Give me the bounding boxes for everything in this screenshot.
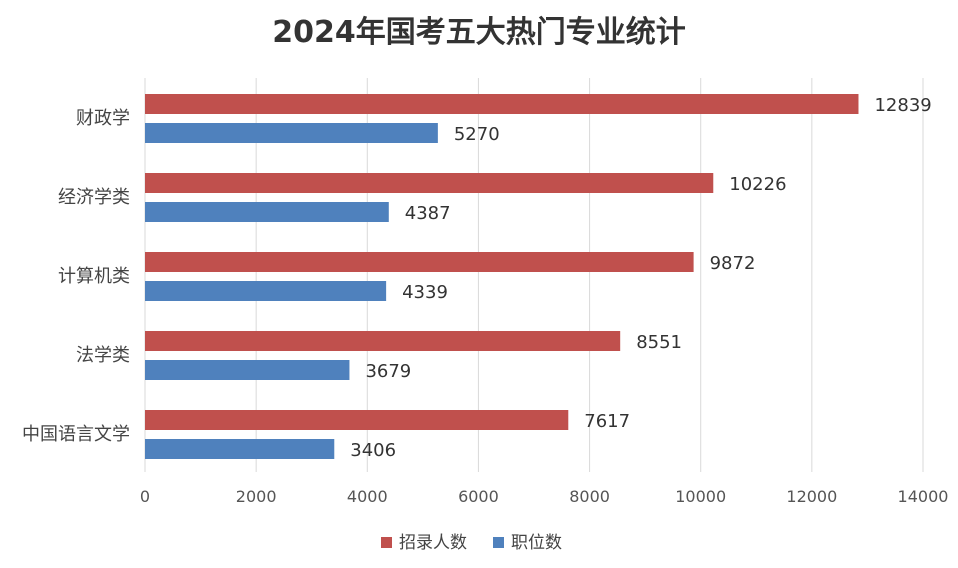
data-label: 4387 — [405, 203, 451, 224]
labels-layer: 0 2000 4000 6000 8000 10000 12000 14000 财政学 12839… — [22, 95, 948, 506]
x-tick-label: 4000 — [347, 487, 388, 506]
bar-positions — [145, 281, 387, 301]
x-tick-label: 10000 — [675, 487, 726, 506]
legend-swatch — [493, 537, 504, 548]
bar-positions — [145, 123, 438, 143]
data-label: 4339 — [402, 282, 448, 303]
data-label: 3406 — [350, 440, 396, 461]
x-tick-label: 8000 — [569, 487, 610, 506]
legend: 招录人数 职位数 — [381, 533, 562, 553]
category-label: 法学类 — [76, 345, 130, 366]
data-label: 12839 — [874, 95, 931, 116]
bars-layer — [145, 94, 859, 459]
x-tick-label: 2000 — [236, 487, 277, 506]
bar-recruitment — [145, 410, 569, 430]
category-label: 经济学类 — [58, 187, 130, 208]
bar-positions — [145, 360, 350, 380]
grid-layer — [144, 78, 924, 472]
legend-label: 职位数 — [511, 533, 562, 553]
x-tick-label: 14000 — [898, 487, 949, 506]
bar-recruitment — [145, 173, 714, 193]
x-tick-label: 6000 — [458, 487, 499, 506]
bar-recruitment — [145, 252, 694, 272]
data-label: 3679 — [365, 361, 411, 382]
bar-recruitment — [145, 331, 621, 351]
bar-recruitment — [145, 94, 859, 114]
bar-positions — [145, 202, 389, 222]
category-label: 财政学 — [76, 108, 130, 129]
x-tick-label: 0 — [140, 487, 150, 506]
chart-title: 2024年国考五大热门专业统计 — [272, 15, 686, 50]
data-label: 8551 — [636, 332, 682, 353]
legend-swatch — [381, 537, 392, 548]
data-label: 7617 — [584, 411, 630, 432]
x-tick-label: 12000 — [786, 487, 837, 506]
category-label: 中国语言文学 — [22, 424, 130, 445]
legend-label: 招录人数 — [399, 533, 467, 553]
data-label: 5270 — [454, 124, 500, 145]
category-label: 计算机类 — [58, 266, 130, 287]
data-label: 10226 — [729, 174, 786, 195]
bar-positions — [145, 439, 335, 459]
data-label: 9872 — [710, 253, 756, 274]
